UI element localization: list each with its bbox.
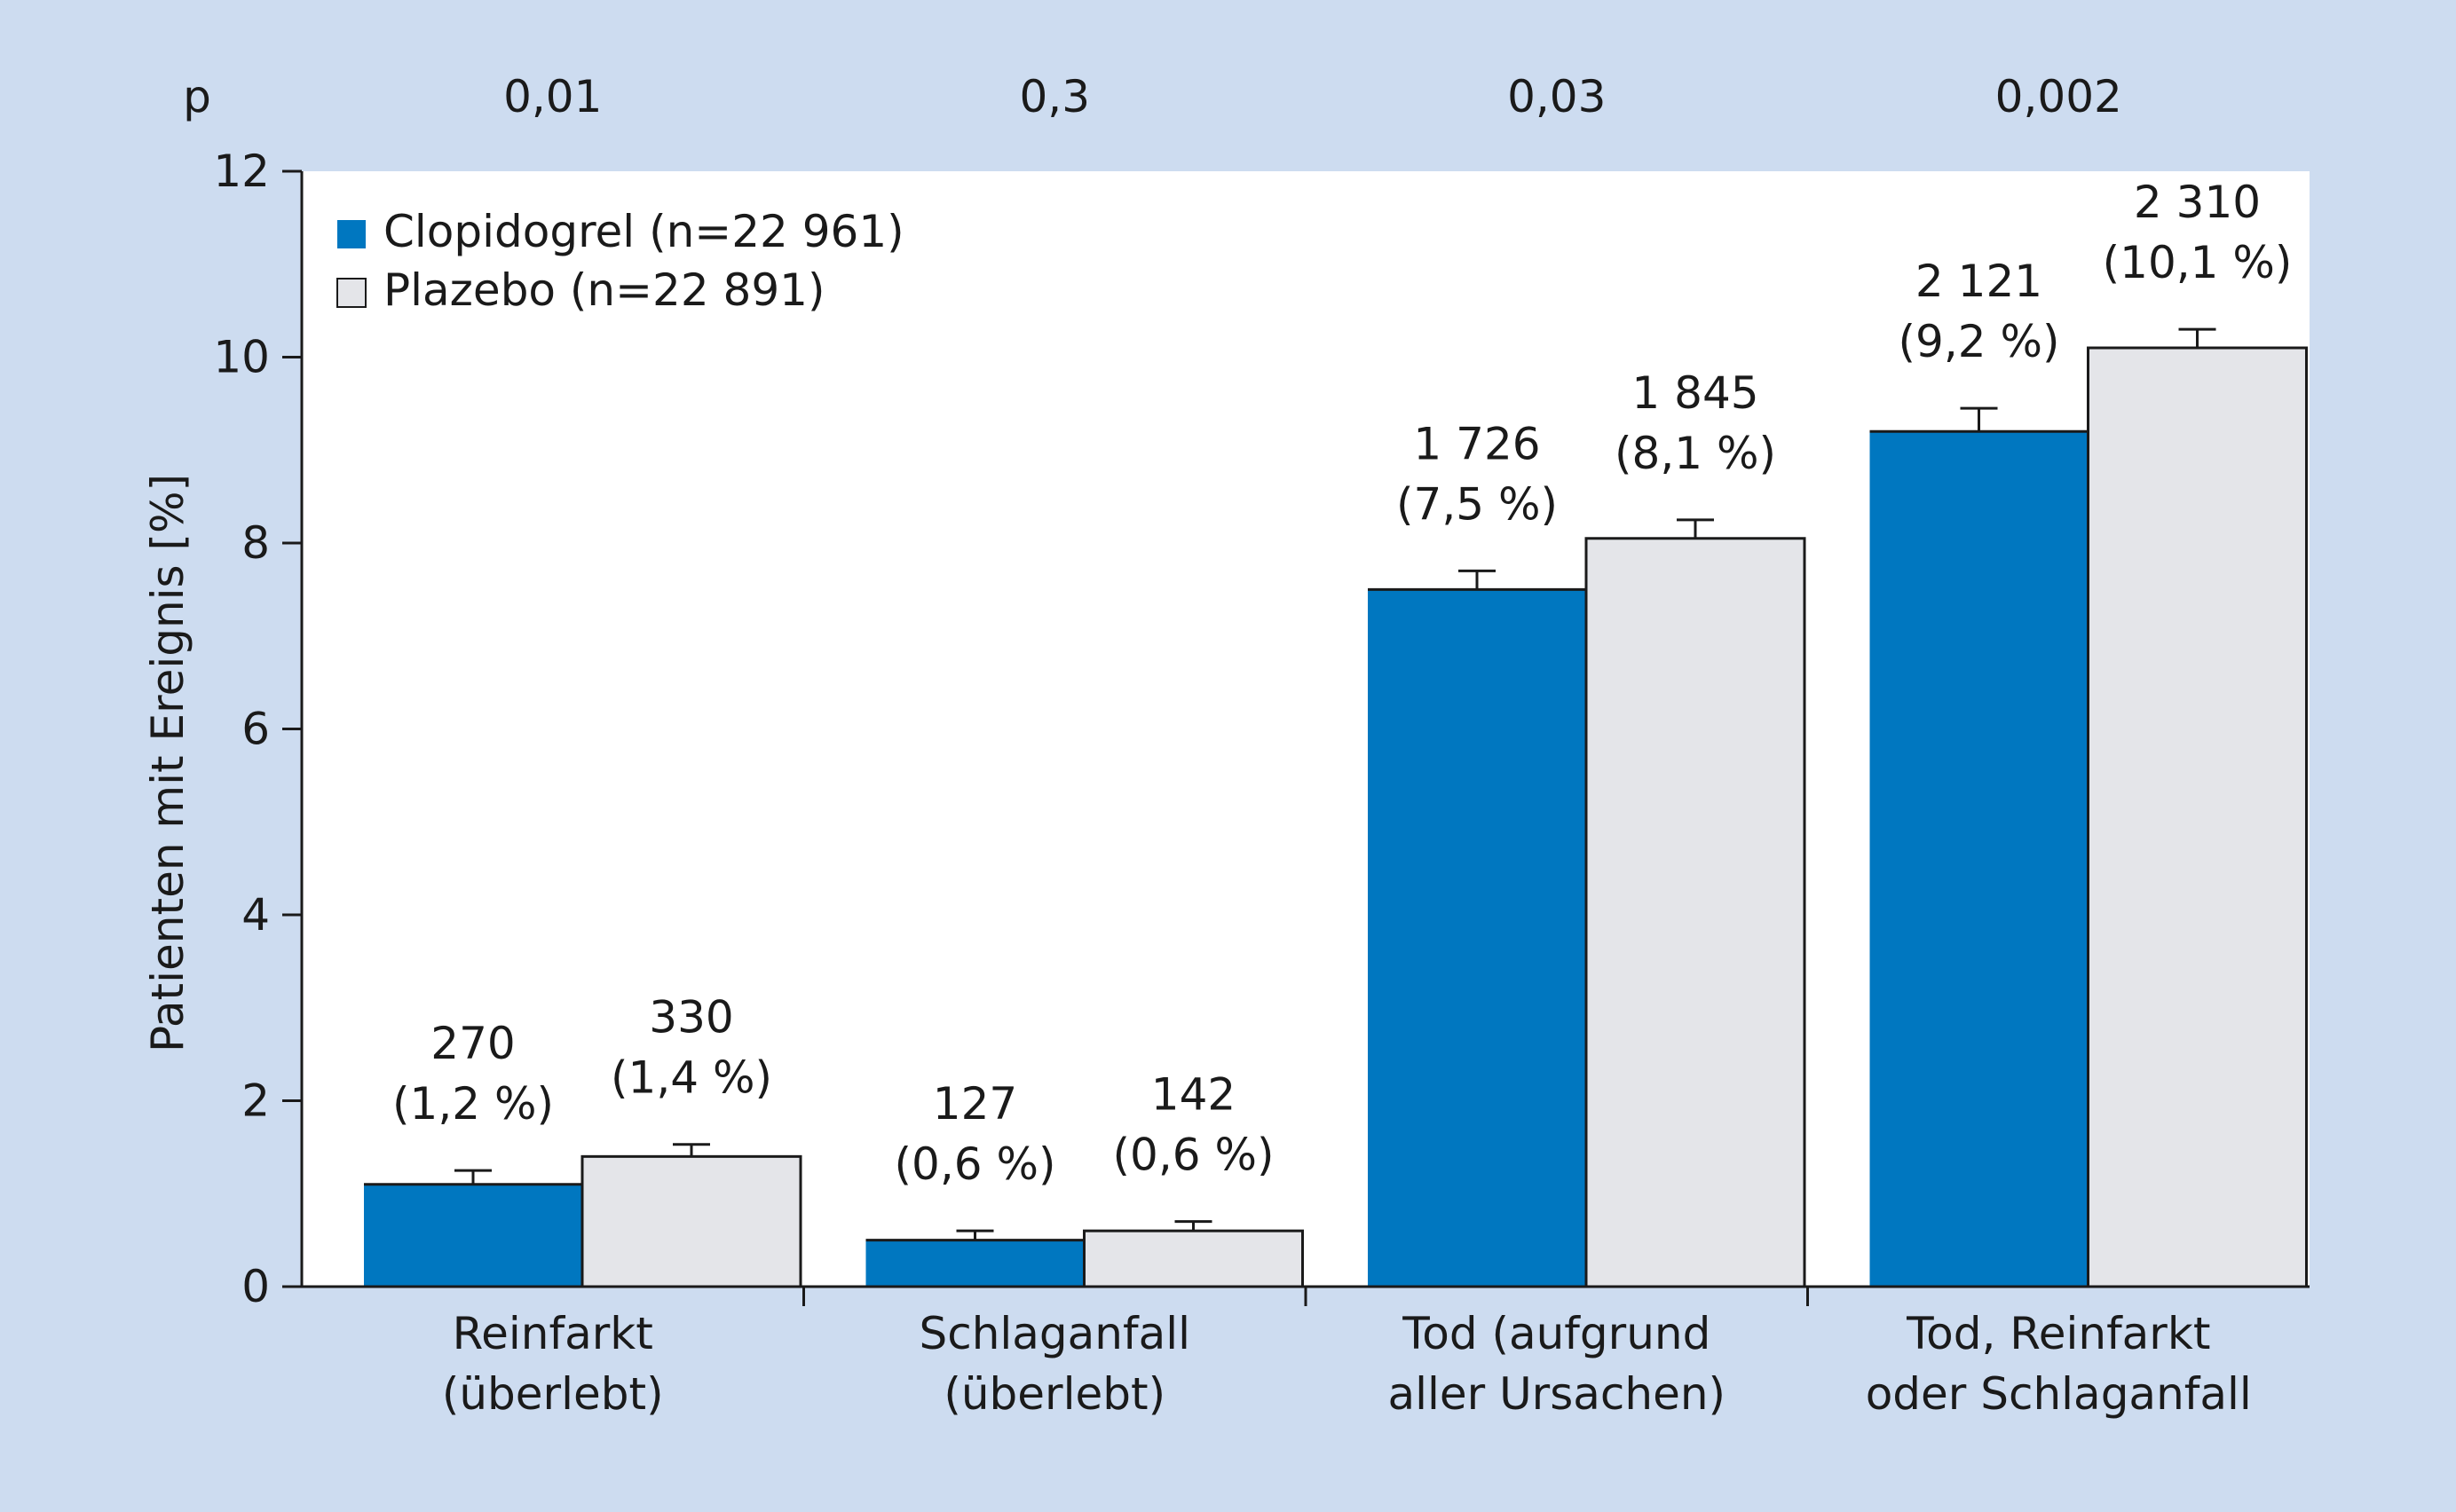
legend-label: Plazebo (n=22 891) — [383, 264, 825, 316]
p-values: 0,01 0,3 0,03 0,002 — [503, 71, 2122, 122]
bar-labels: 270 (1,2 %) 330 (1,4 %) 127 (0,6 %) 142 (0,6 %)… — [392, 177, 2292, 1190]
bar — [865, 1240, 1085, 1287]
bar-count-label: 1 726 — [1413, 418, 1540, 469]
bar — [2087, 346, 2308, 1288]
bars — [364, 346, 2308, 1288]
bar-percent-label: (9,2 %) — [1899, 316, 2060, 367]
bar-percent-label: (7,5 %) — [1396, 478, 1558, 530]
bar-count-label: 270 — [430, 1018, 515, 1069]
bar-count-label: 2 310 — [2134, 177, 2261, 228]
p-value-label: p — [183, 71, 211, 122]
bar — [1584, 537, 1806, 1288]
p-value: 0,002 — [1995, 71, 2122, 122]
y-tick-label: 4 — [241, 889, 270, 941]
y-axis-ticks: 0 2 4 6 8 10 12 — [213, 146, 302, 1312]
bar — [1869, 431, 2089, 1287]
x-tick-label: (überlebt) — [442, 1368, 664, 1420]
y-tick-label: 12 — [213, 146, 270, 197]
bar-count-label: 2 121 — [1915, 256, 2042, 307]
legend-swatch — [337, 220, 366, 248]
bar-count-label: 1 845 — [1631, 367, 1758, 419]
bar — [364, 1184, 582, 1287]
bar-percent-label: (10,1 %) — [2103, 237, 2293, 288]
bar — [580, 1154, 802, 1288]
y-tick-label: 0 — [241, 1261, 270, 1312]
y-tick-label: 6 — [241, 704, 270, 755]
bar — [1083, 1229, 1304, 1288]
bar-count-label: 127 — [933, 1078, 1017, 1130]
y-tick-label: 10 — [213, 332, 270, 383]
x-tick-label: Tod, Reinfarkt — [1906, 1308, 2210, 1359]
legend-swatch — [336, 278, 367, 308]
x-tick-label: Schlaganfall — [919, 1308, 1190, 1359]
x-tick-label: oder Schlaganfall — [1866, 1368, 2252, 1420]
bar-percent-label: (1,4 %) — [611, 1052, 772, 1104]
x-tick-label: (überlebt) — [944, 1368, 1165, 1420]
bar-percent-label: (8,1 %) — [1615, 428, 1776, 479]
y-axis-label: Patienten mit Ereignis [%] — [142, 474, 193, 1052]
p-value: 0,01 — [503, 71, 602, 122]
bar-percent-label: (0,6 %) — [895, 1138, 1056, 1190]
bar-count-label: 330 — [649, 992, 733, 1043]
p-value: 0,3 — [1019, 71, 1090, 122]
x-tick-label: Reinfarkt — [453, 1308, 653, 1359]
x-tick-label: aller Ursachen) — [1387, 1368, 1726, 1420]
x-tick-label: Tod (aufgrund — [1402, 1308, 1710, 1359]
p-value: 0,03 — [1507, 71, 1606, 122]
legend-label: Clopidogrel (n=22 961) — [383, 206, 904, 257]
bar-percent-label: (1,2 %) — [392, 1078, 554, 1130]
bar — [1368, 589, 1586, 1287]
y-tick-label: 8 — [241, 517, 270, 569]
x-axis-labels: Reinfarkt (überlebt) Schlaganfall (überlebt… — [442, 1287, 2252, 1420]
legend: Clopidogrel (n=22 961) Plazebo (n=22 891) — [336, 206, 904, 316]
error-bars — [454, 327, 2216, 1240]
bar-percent-label: (0,6 %) — [1113, 1130, 1275, 1181]
bar-count-label: 142 — [1151, 1069, 1236, 1121]
y-tick-label: 2 — [241, 1075, 270, 1127]
